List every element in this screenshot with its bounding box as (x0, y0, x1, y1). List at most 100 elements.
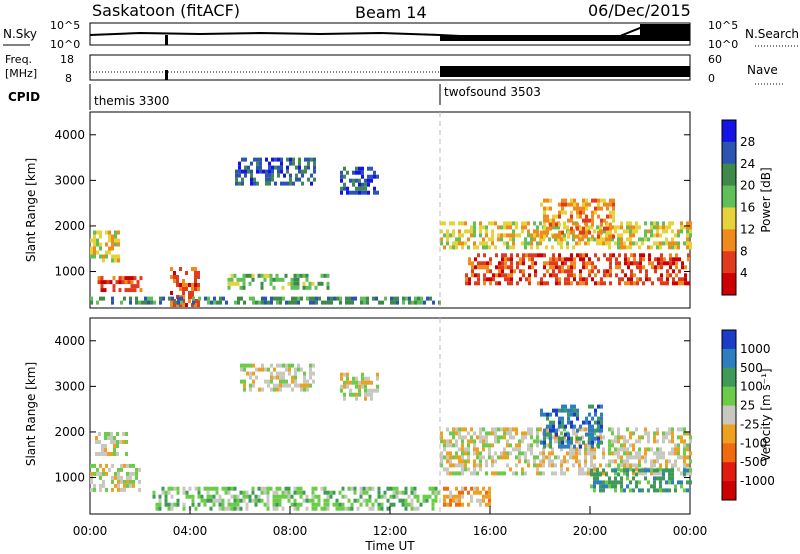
data-cell (575, 447, 578, 452)
data-cell (546, 269, 549, 274)
data-cell (683, 455, 686, 460)
data-cell (358, 190, 361, 195)
data-cell (506, 233, 509, 238)
data-cell (572, 221, 575, 226)
data-cell (656, 431, 659, 436)
data-cell (521, 431, 524, 436)
data-cell (477, 281, 480, 286)
data-cell (561, 206, 564, 211)
data-cell (561, 424, 564, 429)
data-cell (584, 463, 587, 468)
data-cell (543, 261, 546, 266)
data-cell (358, 170, 361, 175)
data-cell (608, 459, 611, 464)
data-cell (570, 265, 573, 270)
data-cell (113, 452, 116, 456)
data-cell (96, 471, 99, 476)
data-cell (252, 300, 255, 305)
y-tick-label: 3000 (54, 173, 85, 187)
data-cell (603, 226, 606, 231)
data-cell (570, 273, 573, 278)
cpid-mode-2: twofsound 3503 (444, 85, 541, 99)
data-cell (99, 483, 102, 488)
data-cell (413, 506, 417, 511)
data-cell (671, 237, 674, 242)
data-cell (543, 198, 546, 203)
data-cell (543, 432, 546, 437)
data-cell (123, 483, 126, 488)
data-cell (578, 233, 581, 238)
y-tick-label: 1000 (54, 265, 85, 279)
data-cell (554, 463, 557, 468)
data-cell (90, 296, 93, 301)
data-cell (558, 277, 561, 282)
data-cell (470, 494, 473, 499)
data-cell (129, 479, 132, 484)
data-cell (449, 498, 452, 503)
data-cell (273, 296, 276, 301)
data-cell (656, 229, 659, 234)
data-cell (674, 459, 677, 464)
data-cell (623, 439, 626, 444)
data-cell (114, 230, 117, 235)
data-cell (614, 451, 617, 456)
data-cell (461, 245, 464, 250)
data-cell (116, 452, 119, 456)
data-cell (638, 237, 641, 242)
data-cell (261, 367, 264, 372)
data-cell (561, 444, 564, 449)
data-cell (606, 269, 609, 274)
data-cell (99, 296, 102, 301)
data-cell (657, 277, 660, 282)
data-cell (458, 498, 461, 503)
data-cell (100, 288, 104, 293)
data-cell (588, 432, 591, 437)
data-cell (527, 233, 530, 238)
data-cell (554, 455, 557, 460)
data-cell (492, 273, 495, 278)
data-cell (539, 451, 542, 456)
data-cell (455, 498, 458, 503)
data-cell (283, 173, 286, 178)
data-cell (470, 486, 473, 491)
data-cell (497, 439, 500, 444)
data-cell (650, 447, 653, 452)
data-cell (570, 218, 573, 223)
data-cell (263, 502, 267, 507)
data-cell (639, 269, 642, 274)
data-cell (292, 161, 295, 166)
data-cell (491, 237, 494, 242)
data-cell (180, 296, 183, 301)
data-cell (662, 488, 665, 493)
data-cell (600, 424, 603, 429)
data-cell (179, 303, 182, 307)
data-cell (620, 435, 623, 440)
data-cell (90, 463, 93, 468)
data-cell (618, 281, 621, 286)
data-cell (257, 498, 261, 503)
data-cell (240, 296, 243, 301)
data-cell (161, 486, 165, 491)
data-cell (614, 468, 617, 473)
data-cell (470, 439, 473, 444)
data-cell (641, 241, 644, 246)
data-cell (250, 161, 253, 166)
data-cell (307, 157, 310, 162)
data-cell (370, 388, 373, 393)
data-cell (588, 424, 591, 429)
data-cell (614, 225, 617, 230)
data-cell (194, 506, 198, 511)
data-cell (170, 494, 174, 499)
data-cell (560, 245, 563, 250)
data-cell (235, 181, 238, 186)
data-cell (683, 459, 686, 464)
data-cell (635, 484, 638, 489)
data-cell (512, 237, 515, 242)
data-cell (455, 245, 458, 250)
data-cell (467, 447, 470, 452)
data-cell (642, 281, 645, 286)
data-cell (644, 476, 647, 481)
colorbar-swatch (722, 481, 736, 501)
data-cell (494, 439, 497, 444)
